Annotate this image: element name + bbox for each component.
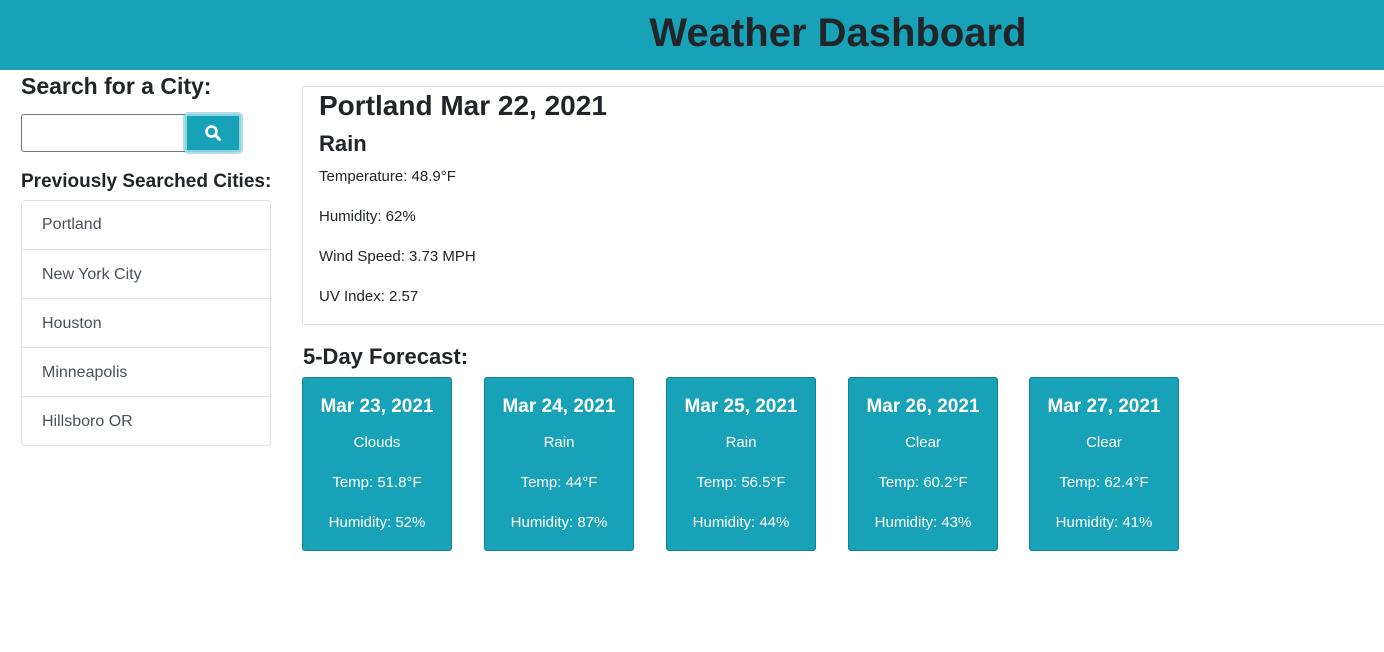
forecast-condition: Rain: [543, 434, 575, 451]
search-button[interactable]: [185, 114, 241, 152]
current-city-date: Portland Mar 22, 2021: [319, 90, 607, 121]
city-item-portland[interactable]: Portland: [42, 216, 102, 233]
current-humidity: Humidity: 62%: [319, 208, 416, 225]
forecast-humidity: Humidity: 87%: [510, 514, 608, 531]
forecast-condition: Rain: [725, 434, 757, 451]
current-wind-speed: Wind Speed: 3.73 MPH: [319, 248, 476, 265]
forecast-date: Mar 27, 2021: [1047, 396, 1161, 417]
forecast-humidity: Humidity: 41%: [1055, 514, 1153, 531]
forecast-condition: Clear: [1086, 434, 1122, 451]
header-bar: Weather Dashboard: [0, 0, 1384, 70]
current-weather-card: Portland Mar 22, 2021 Rain Temperature: …: [302, 86, 1384, 325]
forecast-condition: Clear: [905, 434, 941, 451]
search-label: Search for a City:: [21, 73, 212, 99]
current-temperature: Temperature: 48.9°F: [319, 168, 456, 185]
city-item-minneapolis[interactable]: Minneapolis: [22, 347, 270, 396]
city-item-new-york-city[interactable]: New York City: [22, 249, 270, 298]
page-title: Weather Dashboard: [649, 11, 1027, 55]
forecast-temp: Temp: 44°F: [520, 474, 598, 491]
forecast-humidity: Humidity: 43%: [874, 514, 972, 531]
previous-cities-label: Previously Searched Cities:: [21, 171, 272, 192]
forecast-temp: Temp: 51.8°F: [332, 474, 422, 491]
forecast-card: Mar 23, 2021 Clouds Temp: 51.8°F Humidit…: [302, 377, 452, 551]
city-item-houston[interactable]: Houston: [22, 298, 270, 347]
city-item-hillsboro-or[interactable]: Hillsboro OR: [22, 396, 270, 445]
forecast-card: Mar 27, 2021 Clear Temp: 62.4°F Humidity…: [1029, 377, 1179, 551]
previous-cities-list: Portland New York City Houston Minneapol…: [21, 200, 271, 446]
forecast-date: Mar 26, 2021: [866, 396, 980, 417]
current-uv-index: UV Index: 2.57: [319, 288, 419, 305]
forecast-temp: Temp: 60.2°F: [878, 474, 968, 491]
forecast-date: Mar 25, 2021: [684, 396, 798, 417]
city-search-input[interactable]: [21, 114, 185, 152]
forecast-humidity: Humidity: 44%: [692, 514, 790, 531]
search-icon: [205, 125, 221, 141]
forecast-card: Mar 25, 2021 Rain Temp: 56.5°F Humidity:…: [666, 377, 816, 551]
forecast-humidity: Humidity: 52%: [328, 514, 426, 531]
forecast-card: Mar 26, 2021 Clear Temp: 60.2°F Humidity…: [848, 377, 998, 551]
forecast-date: Mar 24, 2021: [502, 396, 616, 417]
forecast-label: 5-Day Forecast:: [303, 344, 469, 369]
forecast-card: Mar 24, 2021 Rain Temp: 44°F Humidity: 8…: [484, 377, 634, 551]
forecast-date: Mar 23, 2021: [320, 396, 434, 417]
forecast-temp: Temp: 56.5°F: [696, 474, 786, 491]
forecast-condition: Clouds: [353, 434, 401, 451]
forecast-temp: Temp: 62.4°F: [1059, 474, 1149, 491]
current-condition: Rain: [319, 131, 367, 156]
